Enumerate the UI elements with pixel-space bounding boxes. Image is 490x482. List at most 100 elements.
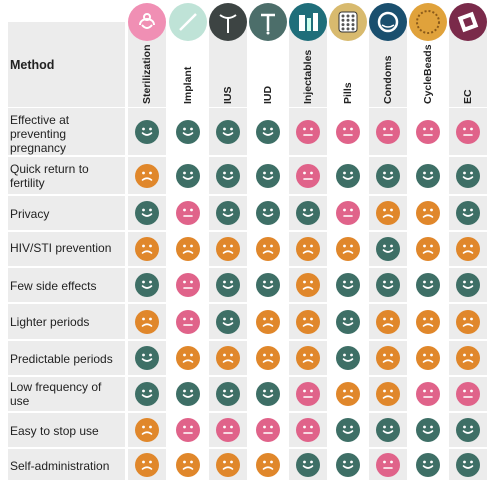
smiley-face-icon [256,382,280,411]
smiley-face-icon [456,453,480,482]
smiley-face-icon [176,164,200,193]
smiley-face-icon [256,273,280,302]
ius-icon [209,3,247,41]
smiley-face-icon [416,164,440,193]
row-label: Quick return to fertility [10,162,122,190]
smiley-face-icon [376,273,400,302]
smiley-face-icon [176,120,200,149]
frown-face-icon [336,382,360,411]
frown-face-icon [216,453,240,482]
smiley-face-icon [216,310,240,339]
implant-icon [169,3,207,41]
frown-face-icon [135,418,159,447]
frown-face-icon [296,237,320,266]
smiley-face-icon [376,237,400,266]
smiley-face-icon [456,201,480,230]
frown-face-icon [256,310,280,339]
neutral-face-icon [336,201,360,230]
smiley-face-icon [135,273,159,302]
frown-face-icon [135,310,159,339]
frown-face-icon [256,237,280,266]
smiley-face-icon [456,273,480,302]
smiley-face-icon [456,418,480,447]
frown-face-icon [376,310,400,339]
frown-face-icon [416,237,440,266]
iud-icon [249,3,287,41]
smiley-face-icon [176,382,200,411]
frown-face-icon [416,310,440,339]
row-label: Self-administration [10,459,122,473]
frown-face-icon [176,346,200,375]
frown-face-icon [376,346,400,375]
smiley-face-icon [216,382,240,411]
frown-face-icon [135,453,159,482]
row-label: Few side effects [10,279,122,293]
condoms-icon [369,3,407,41]
neutral-face-icon [336,120,360,149]
method-label-implant: Implant [182,67,194,104]
neutral-face-icon [376,453,400,482]
row-label: Low frequency of use [10,380,122,408]
row-label: Lighter periods [10,315,122,329]
row-label: Privacy [10,207,122,221]
frown-face-icon [456,237,480,266]
method-label-cyclebeads: CycleBeads [422,44,434,104]
neutral-face-icon [216,418,240,447]
row-label: HIV/STI prevention [10,241,122,255]
frown-face-icon [216,237,240,266]
smiley-face-icon [216,164,240,193]
row-label: Effective at preventing pregnancy [10,113,122,155]
smiley-face-icon [336,418,360,447]
frown-face-icon [456,310,480,339]
method-column-title: Method [10,58,54,72]
smiley-face-icon [256,164,280,193]
neutral-face-icon [416,382,440,411]
frown-face-icon [135,237,159,266]
frown-face-icon [296,310,320,339]
smiley-face-icon [416,418,440,447]
frown-face-icon [256,346,280,375]
neutral-face-icon [256,418,280,447]
method-label-ius: IUS [222,86,234,104]
neutral-face-icon [296,120,320,149]
frown-face-icon [376,382,400,411]
smiley-face-icon [216,201,240,230]
smiley-face-icon [336,346,360,375]
frown-face-icon [216,346,240,375]
frown-face-icon [416,201,440,230]
frown-face-icon [135,164,159,193]
pills-icon [329,3,367,41]
method-label-sterilization: Sterilization [141,44,153,104]
frown-face-icon [296,346,320,375]
neutral-face-icon [176,418,200,447]
neutral-face-icon [296,418,320,447]
neutral-face-icon [456,120,480,149]
frown-face-icon [416,346,440,375]
method-label-ec: EC [462,89,474,104]
neutral-face-icon [176,310,200,339]
neutral-face-icon [456,382,480,411]
smiley-face-icon [336,310,360,339]
smiley-face-icon [416,273,440,302]
smiley-face-icon [135,120,159,149]
cyclebeads-icon [409,3,447,41]
smiley-face-icon [256,201,280,230]
injectables-icon [289,3,327,41]
smiley-face-icon [456,164,480,193]
method-label-condoms: Condoms [382,56,394,104]
smiley-face-icon [216,120,240,149]
method-label-iud: IUD [262,86,274,104]
frown-face-icon [256,453,280,482]
sterilization-icon [128,3,166,41]
row-label: Predictable periods [10,352,122,366]
smiley-face-icon [336,273,360,302]
smiley-face-icon [336,453,360,482]
frown-face-icon [176,453,200,482]
smiley-face-icon [135,346,159,375]
neutral-face-icon [176,273,200,302]
frown-face-icon [296,273,320,302]
smiley-face-icon [376,418,400,447]
smiley-face-icon [135,382,159,411]
